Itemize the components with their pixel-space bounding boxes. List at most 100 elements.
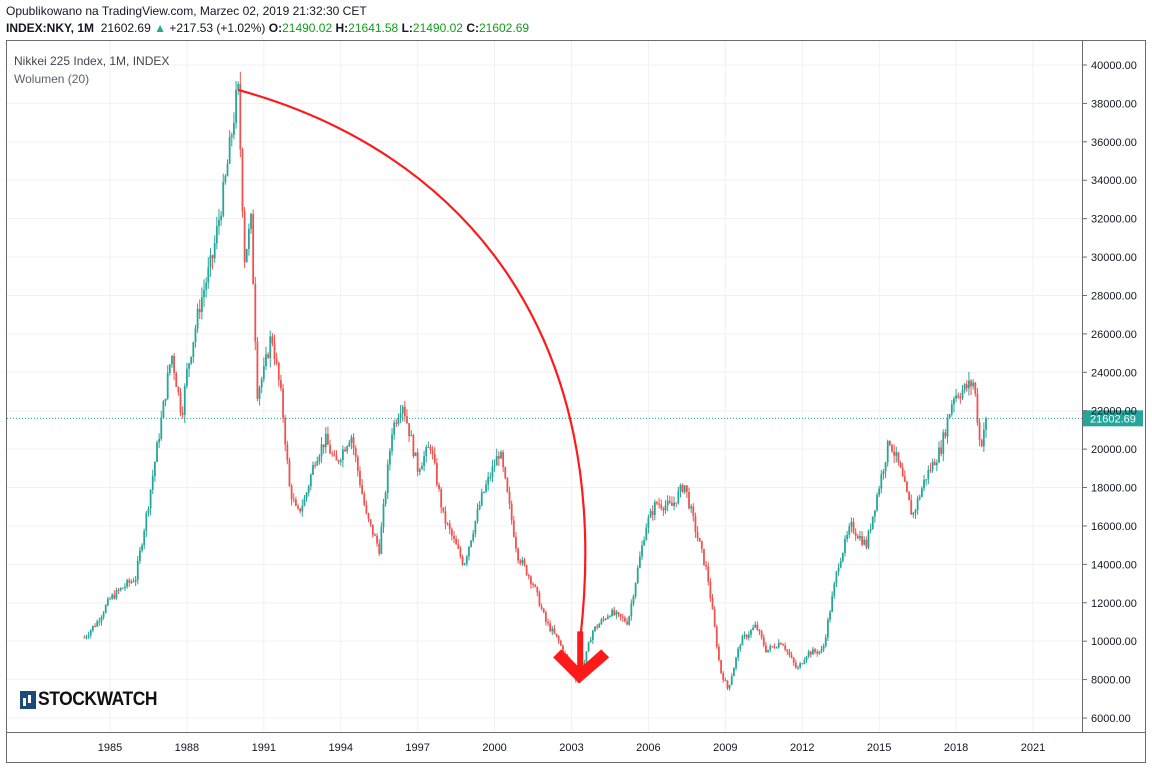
candle-body [976, 393, 979, 423]
candle-body [651, 511, 654, 516]
candle-body [508, 491, 511, 504]
candle-body [158, 438, 161, 443]
candlestick-series [83, 71, 987, 691]
candle-body [258, 387, 261, 399]
candle-body [801, 663, 804, 665]
candle-body [463, 563, 466, 565]
candle-body [320, 444, 323, 457]
candle-body [803, 660, 806, 664]
candle-body [916, 498, 919, 511]
candle-body [933, 461, 936, 466]
last-price-tag [1083, 410, 1143, 427]
candle-body [715, 626, 718, 647]
chart-legend: Nikkei 225 Index, 1M, INDEX Wolumen (20) [14, 52, 169, 88]
candle-body [376, 535, 378, 544]
candle-body [459, 548, 462, 557]
candle-body [779, 642, 782, 645]
candle-body [876, 494, 878, 511]
candle-body [188, 363, 190, 369]
candle-body [200, 297, 203, 313]
candle-body [786, 649, 789, 652]
x-tick-labels: 1985 1988 1991 1994 1997 2000 2003 2006 2009 2012… [98, 742, 1045, 754]
candle-body [491, 466, 494, 478]
candle-body [139, 550, 141, 561]
candle-body [333, 454, 336, 456]
candle-body [773, 646, 776, 648]
candle-body [213, 243, 216, 259]
candle-body [348, 442, 351, 447]
candle-body [525, 565, 528, 576]
chart-pane[interactable] [6, 40, 1083, 733]
candle-body [829, 611, 831, 620]
candle-body [218, 219, 220, 227]
candle-body [750, 630, 752, 635]
candle-body [444, 511, 447, 524]
candle-body [487, 477, 490, 485]
candle-body [692, 506, 695, 517]
candle-body [619, 613, 622, 617]
candle-body [132, 581, 135, 583]
candle-body [732, 667, 735, 677]
candle-body [878, 488, 881, 495]
candle-body [183, 386, 186, 415]
candle-body [912, 512, 915, 515]
candle-body [555, 633, 558, 637]
candle-body [767, 649, 769, 653]
candle-body [809, 651, 812, 655]
candle-body [504, 467, 507, 479]
candle-body [211, 255, 214, 259]
candle-body [493, 465, 496, 467]
price-axis[interactable] [1083, 40, 1146, 733]
y-tick-label: 36000.00 [1091, 137, 1137, 149]
candle-body [679, 485, 682, 492]
y-tick-label: 38000.00 [1091, 98, 1137, 110]
candle-body [598, 623, 601, 628]
candle-body [844, 538, 846, 554]
candle-body [530, 576, 532, 584]
candle-body [611, 609, 613, 617]
y-tick-label: 12000.00 [1091, 598, 1137, 610]
candle-body [192, 342, 195, 357]
candle-body [925, 479, 928, 481]
candle-body [290, 486, 293, 500]
candle-body [901, 467, 904, 477]
candle-body [472, 533, 475, 541]
candle-body [224, 176, 227, 183]
candle-body [309, 474, 312, 487]
candle-body [609, 616, 611, 618]
candle-body [186, 368, 188, 387]
candle-body [869, 528, 872, 531]
candle-body [198, 308, 201, 313]
candle-body [559, 640, 562, 646]
candle-body [935, 462, 938, 466]
candle-body [906, 481, 908, 492]
candle-body [480, 492, 483, 506]
candle-body [427, 446, 430, 448]
candle-body [519, 560, 522, 564]
time-axis[interactable] [6, 733, 1146, 763]
candle-body [371, 524, 374, 535]
candle-body [435, 462, 438, 485]
candle-body [835, 571, 838, 584]
published-line: Opublikowano na TradingView.com, Marzec … [6, 3, 529, 20]
candle-body [897, 452, 900, 463]
candle-body [111, 594, 114, 599]
candle-body [247, 228, 250, 250]
candle-body [282, 388, 284, 418]
x-tick-label: 2018 [944, 742, 968, 754]
candle-body [799, 663, 802, 668]
candle-body [440, 489, 443, 508]
candle-body [489, 477, 492, 479]
candle-body [920, 488, 923, 497]
candle-body [162, 401, 165, 418]
y-tick-label: 28000.00 [1091, 290, 1137, 302]
candle-body [805, 656, 808, 661]
y-tick-label: 40000.00 [1091, 60, 1137, 72]
candle-body [147, 508, 150, 513]
candle-body [418, 469, 421, 472]
candle-body [594, 626, 596, 631]
candle-body [265, 354, 267, 367]
candle-body [903, 476, 906, 482]
candle-body [711, 598, 714, 610]
candle-body [632, 596, 635, 604]
